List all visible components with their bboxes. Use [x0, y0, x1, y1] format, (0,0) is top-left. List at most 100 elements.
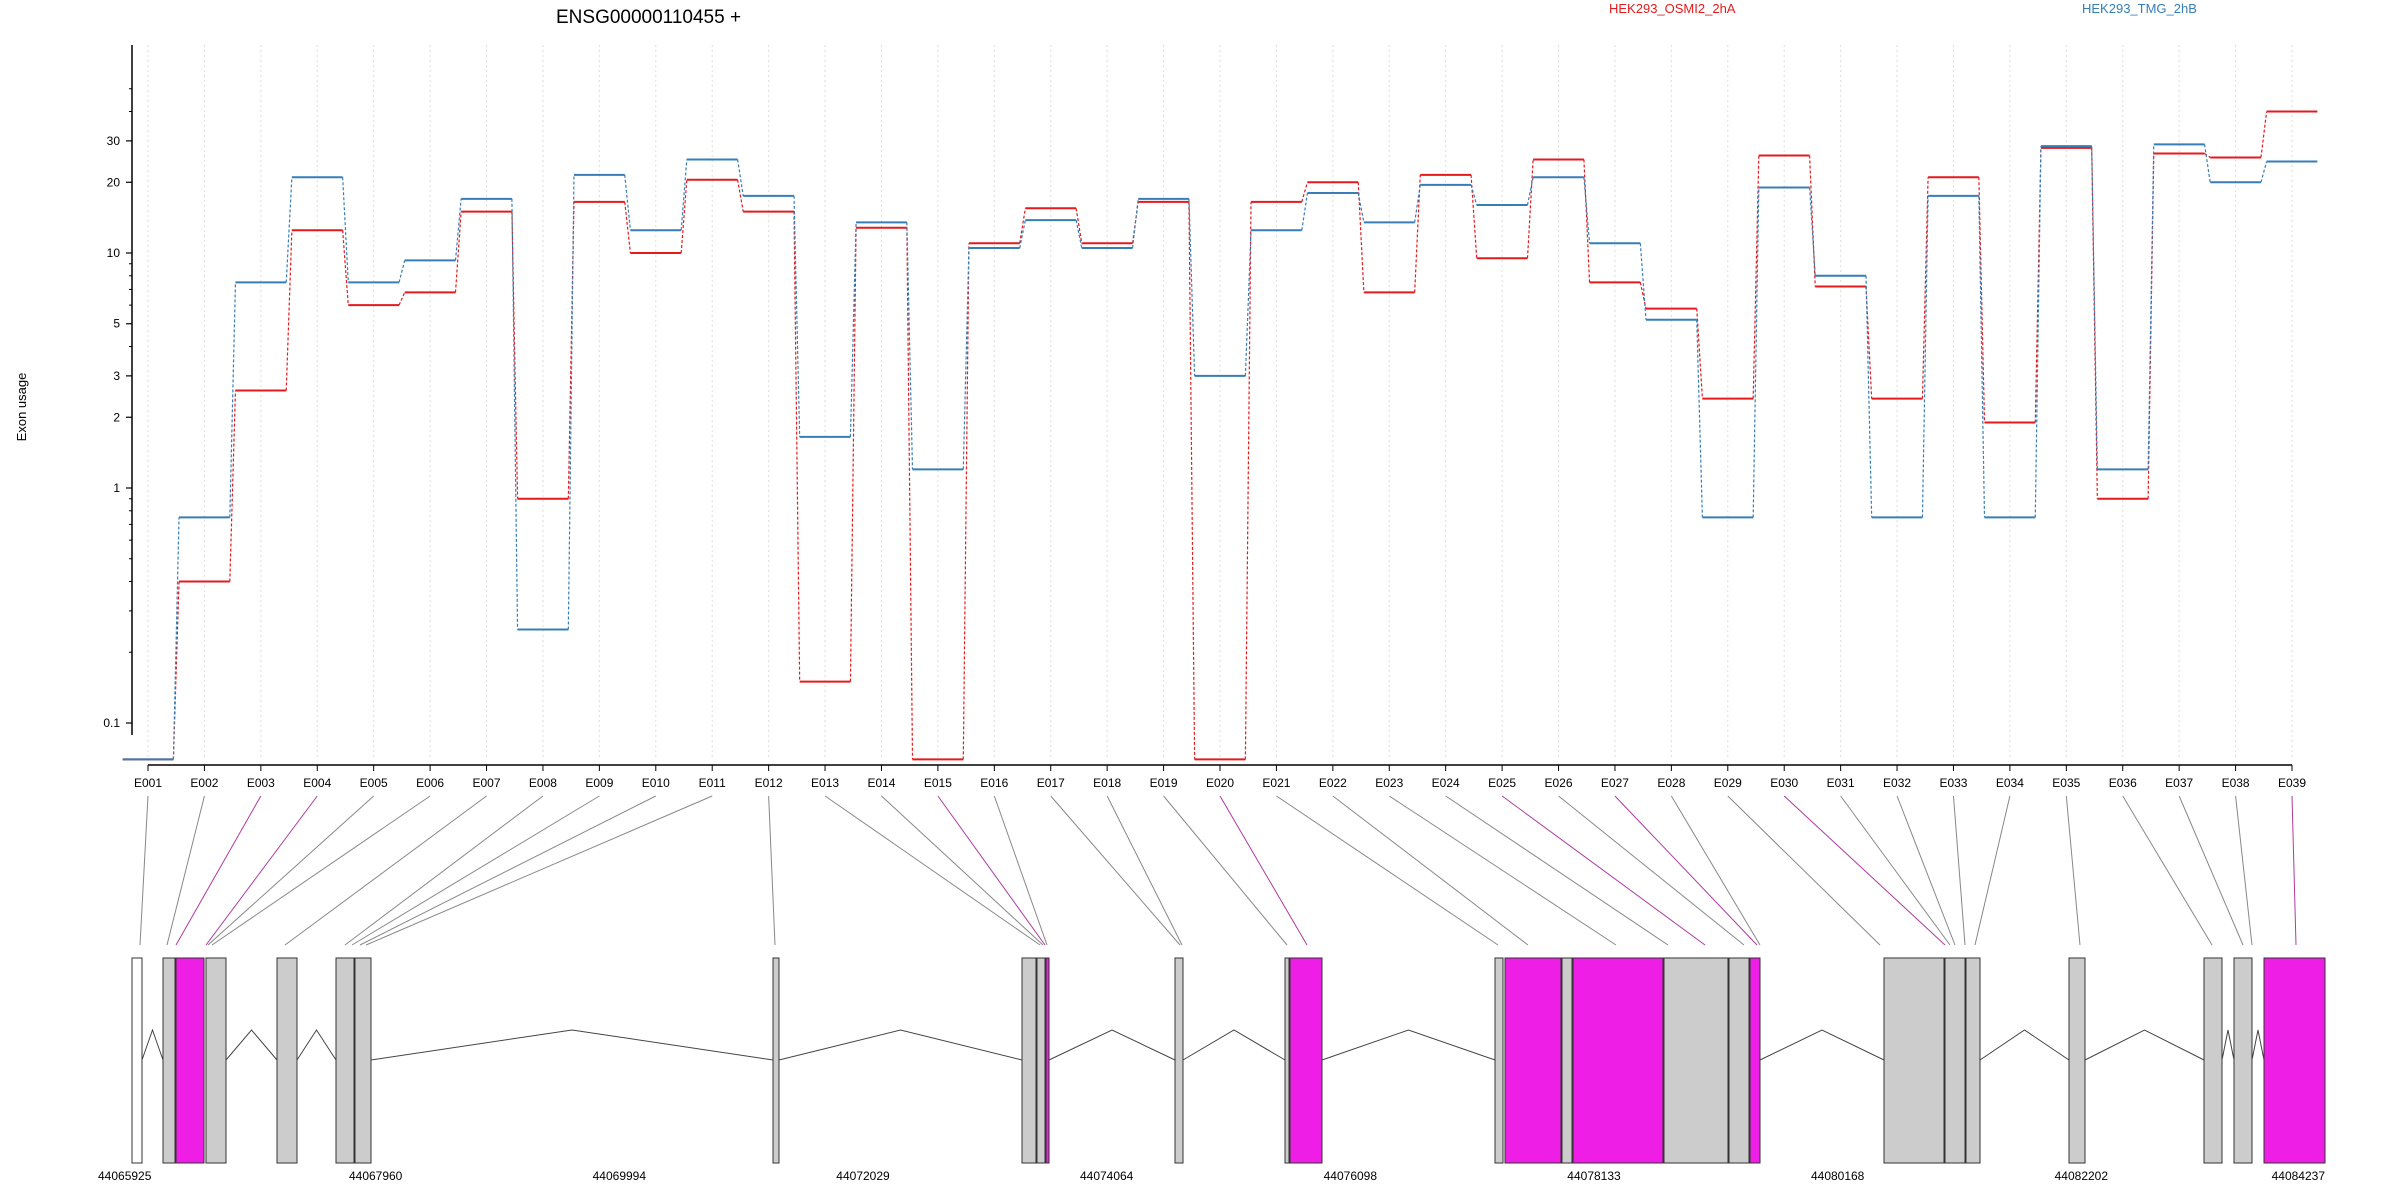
exon-block — [276, 957, 298, 1164]
y-tick-label: 20 — [107, 175, 121, 189]
series-connector — [1131, 198, 1139, 249]
series-connector — [2260, 161, 2268, 183]
exon-block — [1572, 957, 1664, 1164]
series-connector — [398, 292, 406, 306]
intron-line — [1759, 1029, 1885, 1061]
coordinate-label: 44082202 — [2055, 1169, 2109, 1183]
series-connector — [1019, 208, 1026, 244]
x-tick-label: E035 — [2052, 776, 2080, 790]
coordinate-label: 44072029 — [836, 1169, 890, 1183]
x-tick-label: E003 — [247, 776, 275, 790]
series-connector — [1583, 159, 1591, 283]
x-tick-label: E011 — [699, 776, 726, 790]
intron-line — [1048, 1029, 1176, 1061]
exon-block — [131, 957, 143, 1164]
exon-block — [1561, 957, 1573, 1164]
series-connector — [2204, 153, 2211, 158]
exon-connector — [2178, 795, 2244, 946]
coordinate-label: 44078133 — [1567, 1169, 1621, 1183]
y-tick-label: 30 — [107, 134, 121, 148]
y-tick-label: 1 — [113, 481, 120, 495]
series-connector — [624, 174, 631, 231]
exon-connector — [211, 795, 431, 946]
series-connector — [285, 230, 293, 391]
x-tick-label: E037 — [2165, 776, 2193, 790]
x-tick-label: E014 — [867, 776, 895, 790]
series-connector — [962, 248, 970, 470]
exon-block — [335, 957, 355, 1164]
exon-connector — [1445, 795, 1669, 946]
series-connector — [1752, 155, 1760, 399]
x-tick-label: E038 — [2222, 776, 2250, 790]
series-connector — [793, 211, 801, 682]
series-connector — [1414, 184, 1421, 223]
chart-title: ENSG00000110455 + — [556, 7, 741, 28]
x-tick-label: E008 — [529, 776, 557, 790]
x-tick-label: E036 — [2109, 776, 2137, 790]
exon-connector — [1670, 795, 1761, 946]
series-connector — [1865, 286, 1873, 399]
exon-connector — [2235, 795, 2253, 946]
exon-connector — [1106, 795, 1183, 946]
series-connector — [285, 177, 293, 283]
coordinate-label: 44076098 — [1324, 1169, 1378, 1183]
intron-line — [141, 1028, 164, 1061]
exon-connector — [937, 795, 1046, 946]
series-connector — [680, 179, 688, 254]
x-tick-label: E012 — [755, 776, 783, 790]
coordinate-label: 44067960 — [349, 1169, 403, 1183]
exon-connector — [1501, 795, 1706, 946]
exon-connector — [351, 795, 600, 946]
exon-block — [1036, 957, 1046, 1164]
exon-connector — [1276, 795, 1499, 946]
series-connector — [1075, 208, 1083, 244]
series-connector — [1921, 177, 1929, 399]
genomic-coordinate-labels: 44065925 44067960 44069994 44072029 44074064… — [98, 1169, 2325, 1183]
exon-connector — [1219, 795, 1308, 946]
series-connector — [229, 282, 237, 518]
exon-block — [2203, 957, 2223, 1164]
series-connector — [567, 174, 575, 630]
series-connector — [1639, 243, 1647, 320]
series-connector — [737, 179, 744, 212]
series-connector — [2260, 111, 2268, 158]
x-tick-label: E007 — [473, 776, 501, 790]
exon-connectors — [139, 795, 2297, 946]
y-tick-label: 3 — [113, 369, 120, 383]
x-tick-label: E031 — [1827, 776, 1855, 790]
series-connector — [1526, 159, 1534, 259]
exon-connector — [1783, 795, 1946, 946]
legend-osmi2: HEK293_OSMI2_2hA — [1609, 1, 1736, 16]
exon-block — [1289, 957, 1323, 1164]
x-tick-label: E010 — [642, 776, 670, 790]
y-axis-label: Exon usage — [14, 373, 29, 442]
exon-block — [205, 957, 227, 1164]
exon-block — [354, 957, 372, 1164]
exon-block — [1728, 957, 1750, 1164]
x-tick-label: E018 — [1093, 776, 1121, 790]
intron-line — [1321, 1029, 1496, 1061]
exon-block — [1944, 957, 1966, 1164]
x-tick-label: E016 — [980, 776, 1008, 790]
series-connector — [1921, 195, 1929, 518]
exon-block — [1883, 957, 1945, 1164]
exon-connector — [1840, 795, 1951, 946]
x-tick-label: E032 — [1883, 776, 1911, 790]
exon-block — [2233, 957, 2253, 1164]
series-connector — [1301, 182, 1309, 203]
x-tick-label: E017 — [1037, 776, 1065, 790]
exon-block — [1174, 957, 1184, 1164]
series-connector — [172, 517, 180, 760]
x-tick-label: E025 — [1488, 776, 1516, 790]
x-tick-label: E028 — [1657, 776, 1685, 790]
exon-connector — [365, 795, 713, 946]
exon-connector — [1388, 795, 1617, 946]
exon-connector — [881, 795, 1044, 946]
intron-line — [1182, 1029, 1286, 1061]
exon-connector — [768, 795, 776, 946]
series-connector — [962, 243, 970, 760]
exon-connector — [2291, 795, 2297, 946]
series-connector — [1865, 275, 1873, 518]
series-connector — [2091, 146, 2098, 470]
